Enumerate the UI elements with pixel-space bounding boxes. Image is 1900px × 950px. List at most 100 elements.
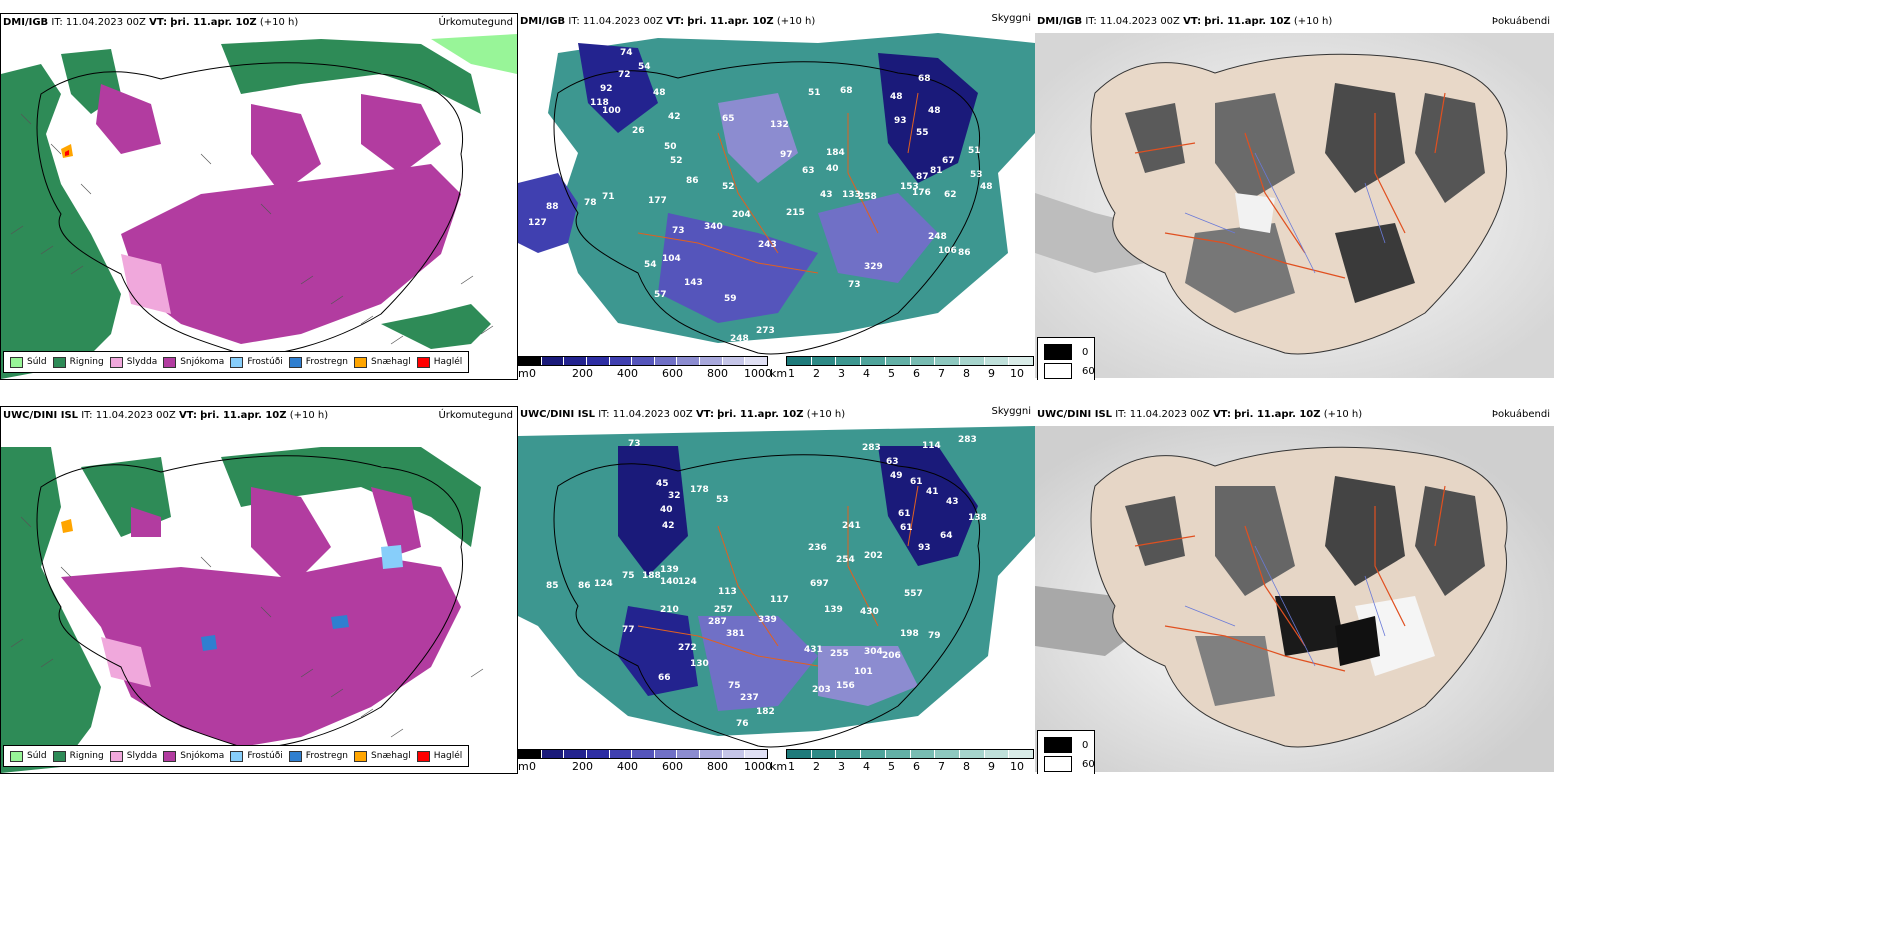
height-unit: m	[518, 760, 529, 773]
tick: 200	[572, 760, 593, 773]
tick: 1	[788, 367, 795, 380]
svg-text:272: 272	[678, 643, 697, 653]
svg-text:113: 113	[718, 587, 737, 597]
tick: 9	[988, 760, 995, 773]
svg-text:81: 81	[930, 166, 943, 176]
svg-text:64: 64	[940, 531, 953, 541]
visibility-map: 73 45 32 178 53 283 114 283 63 49 61 41 …	[518, 426, 1035, 751]
svg-text:182: 182	[756, 707, 775, 717]
km-colorbar: km 1 2 3 4 5 6 7 8 9 10	[770, 356, 1034, 380]
panel-header: UWC/DINI ISL IT: 11.04.2023 00Z VT: þri.…	[3, 410, 329, 421]
svg-text:41: 41	[926, 487, 939, 497]
svg-text:48: 48	[980, 182, 993, 192]
svg-text:86: 86	[578, 581, 591, 591]
svg-text:57: 57	[654, 290, 667, 300]
svg-text:273: 273	[756, 326, 775, 336]
panel-header: UWC/DINI ISL IT: 11.04.2023 00Z VT: þri.…	[520, 409, 846, 420]
svg-text:206: 206	[882, 651, 901, 661]
legend-item-snjokoma: Snjókoma	[163, 750, 224, 762]
svg-text:153: 153	[900, 182, 919, 192]
svg-text:78: 78	[584, 198, 597, 208]
svg-text:73: 73	[628, 439, 641, 449]
panel-header: DMI/IGB IT: 11.04.2023 00Z VT: þri. 11.a…	[1037, 16, 1333, 27]
svg-text:61: 61	[900, 523, 913, 533]
height-unit: m	[518, 367, 529, 380]
svg-text:215: 215	[786, 208, 805, 218]
svg-text:59: 59	[724, 294, 737, 304]
svg-text:202: 202	[864, 551, 883, 561]
precip-type-map	[1, 427, 517, 773]
tick: 9	[988, 367, 995, 380]
svg-text:124: 124	[594, 579, 613, 589]
svg-text:52: 52	[722, 182, 735, 192]
svg-text:79: 79	[928, 631, 941, 641]
km-unit: km	[770, 760, 788, 773]
km-colorbar: km 1 2 3 4 5 6 7 8 9 10	[770, 749, 1034, 774]
legend-item-rigning: Rigning	[52, 356, 104, 368]
svg-text:72: 72	[618, 70, 631, 80]
svg-text:697: 697	[810, 579, 829, 589]
svg-text:339: 339	[758, 615, 777, 625]
svg-text:53: 53	[970, 170, 983, 180]
svg-text:32: 32	[668, 491, 681, 501]
svg-text:287: 287	[708, 617, 727, 627]
tick: 4	[863, 760, 870, 773]
tick: 600	[662, 367, 683, 380]
tick: 3	[838, 760, 845, 773]
panel-header: UWC/DINI ISL IT: 11.04.2023 00Z VT: þri.…	[1037, 409, 1363, 420]
svg-text:67: 67	[942, 156, 955, 166]
svg-text:188: 188	[642, 571, 661, 581]
panel-title: Þokuábendi	[1491, 16, 1550, 27]
svg-text:43: 43	[946, 497, 959, 507]
svg-text:210: 210	[660, 605, 679, 615]
svg-text:248: 248	[730, 334, 749, 344]
tick: 3	[838, 367, 845, 380]
height-colorbar: m 0 200 400 600 800 1000	[518, 356, 772, 380]
tick: 7	[938, 760, 945, 773]
svg-text:139: 139	[824, 605, 843, 615]
svg-text:49: 49	[890, 471, 903, 481]
svg-text:243: 243	[758, 240, 777, 250]
svg-text:329: 329	[864, 262, 883, 272]
km-colorbar-strip	[786, 356, 1034, 366]
tick: 0	[529, 760, 536, 773]
svg-text:26: 26	[632, 126, 645, 136]
visibility-panel-bottom: UWC/DINI ISL IT: 11.04.2023 00Z VT: þri.…	[518, 406, 1035, 774]
svg-text:42: 42	[662, 521, 675, 531]
legend-item-slydda: Slydda	[109, 750, 157, 762]
svg-text:156: 156	[836, 681, 855, 691]
svg-text:45: 45	[656, 479, 669, 489]
svg-text:77: 77	[622, 625, 635, 635]
legend-item-sudl: Súld	[10, 356, 47, 368]
km-unit: km	[770, 367, 788, 380]
svg-text:63: 63	[802, 166, 815, 176]
panel-title: Þokuábendi	[1491, 409, 1550, 420]
svg-text:63: 63	[886, 457, 899, 467]
tick: 8	[963, 760, 970, 773]
svg-text:93: 93	[918, 543, 931, 553]
svg-text:198: 198	[900, 629, 919, 639]
svg-text:236: 236	[808, 543, 827, 553]
svg-text:75: 75	[622, 571, 635, 581]
svg-text:88: 88	[546, 202, 559, 212]
tick: 800	[707, 760, 728, 773]
svg-text:130: 130	[690, 659, 709, 669]
precip-panel-top: DMI/IGB IT: 11.04.2023 00Z VT: þri. 11.a…	[0, 13, 518, 380]
legend-item-frostregn: Frostregn	[288, 750, 348, 762]
svg-text:340: 340	[704, 222, 723, 232]
svg-text:73: 73	[672, 226, 685, 236]
svg-text:68: 68	[918, 74, 931, 84]
panel-header: DMI/IGB IT: 11.04.2023 00Z VT: þri. 11.a…	[3, 17, 299, 28]
legend-item-haglel: Haglél	[416, 750, 462, 762]
svg-text:52: 52	[670, 156, 683, 166]
svg-text:51: 51	[968, 146, 981, 156]
tick: 0	[529, 367, 536, 380]
svg-text:258: 258	[858, 192, 877, 202]
svg-text:100: 100	[602, 106, 621, 116]
tick: 5	[888, 367, 895, 380]
precip-legend: Súld Rigning Slydda Snjókoma Frostúði Fr…	[3, 351, 470, 373]
fog-index-map	[1035, 426, 1554, 772]
svg-text:50: 50	[664, 142, 677, 152]
precip-legend: Súld Rigning Slydda Snjókoma Frostúði Fr…	[3, 745, 470, 767]
svg-text:40: 40	[826, 164, 839, 174]
